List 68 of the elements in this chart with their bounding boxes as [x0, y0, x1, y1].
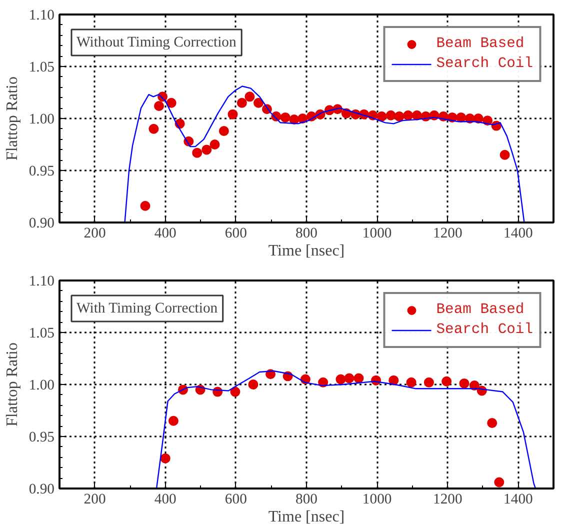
- x-tick-label: 800: [296, 226, 318, 242]
- point: [442, 376, 452, 386]
- line-series: [156, 370, 536, 488]
- y-axis-title: Flattop Ratio: [4, 76, 21, 160]
- y-tick-label: 1.10: [28, 274, 55, 290]
- y-tick-label: 1.05: [28, 326, 55, 342]
- x-tick-label: 600: [224, 226, 247, 242]
- y-tick-label: 0.95: [28, 164, 55, 180]
- point: [192, 148, 202, 158]
- point: [403, 110, 414, 120]
- x-tick-label: 1000: [362, 492, 392, 508]
- legend-label: Beam Based: [436, 302, 524, 318]
- point: [388, 375, 399, 386]
- x-tick-label: 200: [84, 492, 106, 508]
- x-axis-title: Time [nsec]: [268, 508, 345, 526]
- point: [386, 110, 396, 120]
- x-tick-label: 1200: [432, 226, 462, 242]
- point: [154, 101, 164, 112]
- legend-label: Search Coil: [436, 322, 533, 338]
- point: [376, 111, 387, 122]
- point: [336, 374, 346, 384]
- x-tick-label: 400: [154, 226, 176, 242]
- point: [168, 416, 178, 426]
- x-tick-label: 600: [224, 492, 247, 508]
- annotation: With Timing Correction: [76, 300, 218, 316]
- legend-label: Beam Based: [436, 36, 524, 52]
- x-tick-label: 1400: [504, 226, 533, 242]
- y-tick-label: 1.00: [28, 378, 55, 394]
- point: [354, 373, 364, 384]
- line-series: [124, 86, 525, 222]
- y-tick-label: 0.90: [28, 216, 55, 232]
- point: [487, 418, 498, 428]
- point: [494, 477, 504, 488]
- annotation: Without Timing Correction: [76, 34, 237, 50]
- x-tick-label: 200: [84, 226, 106, 242]
- point: [148, 124, 159, 134]
- x-tick-label: 1000: [362, 226, 392, 242]
- y-tick-label: 1.10: [28, 8, 55, 24]
- point: [202, 144, 212, 155]
- y-tick-label: 0.90: [28, 482, 55, 498]
- point: [166, 98, 176, 108]
- point: [254, 98, 264, 108]
- point: [140, 200, 150, 211]
- x-tick-label: 1400: [504, 492, 533, 508]
- y-tick-label: 0.95: [28, 430, 55, 446]
- y-axis-title: Flattop Ratio: [4, 342, 21, 426]
- point: [424, 377, 434, 388]
- point: [230, 386, 240, 397]
- point: [280, 112, 290, 122]
- point: [248, 380, 258, 390]
- point: [394, 111, 404, 122]
- point: [500, 150, 510, 160]
- point: [160, 453, 170, 464]
- y-tick-label: 1.00: [28, 112, 55, 128]
- x-tick-label: 800: [296, 492, 318, 508]
- point: [236, 98, 247, 108]
- x-axis-title: Time [nsec]: [268, 242, 345, 260]
- point: [244, 92, 255, 102]
- point: [218, 126, 229, 136]
- point: [210, 140, 220, 150]
- point: [406, 377, 416, 388]
- point: [228, 109, 238, 120]
- x-tick-label: 400: [154, 492, 176, 508]
- legend-label: Search Coil: [436, 56, 533, 72]
- point: [344, 373, 354, 384]
- point: [459, 378, 470, 388]
- x-tick-label: 1200: [432, 492, 462, 508]
- y-tick-label: 1.05: [28, 60, 55, 76]
